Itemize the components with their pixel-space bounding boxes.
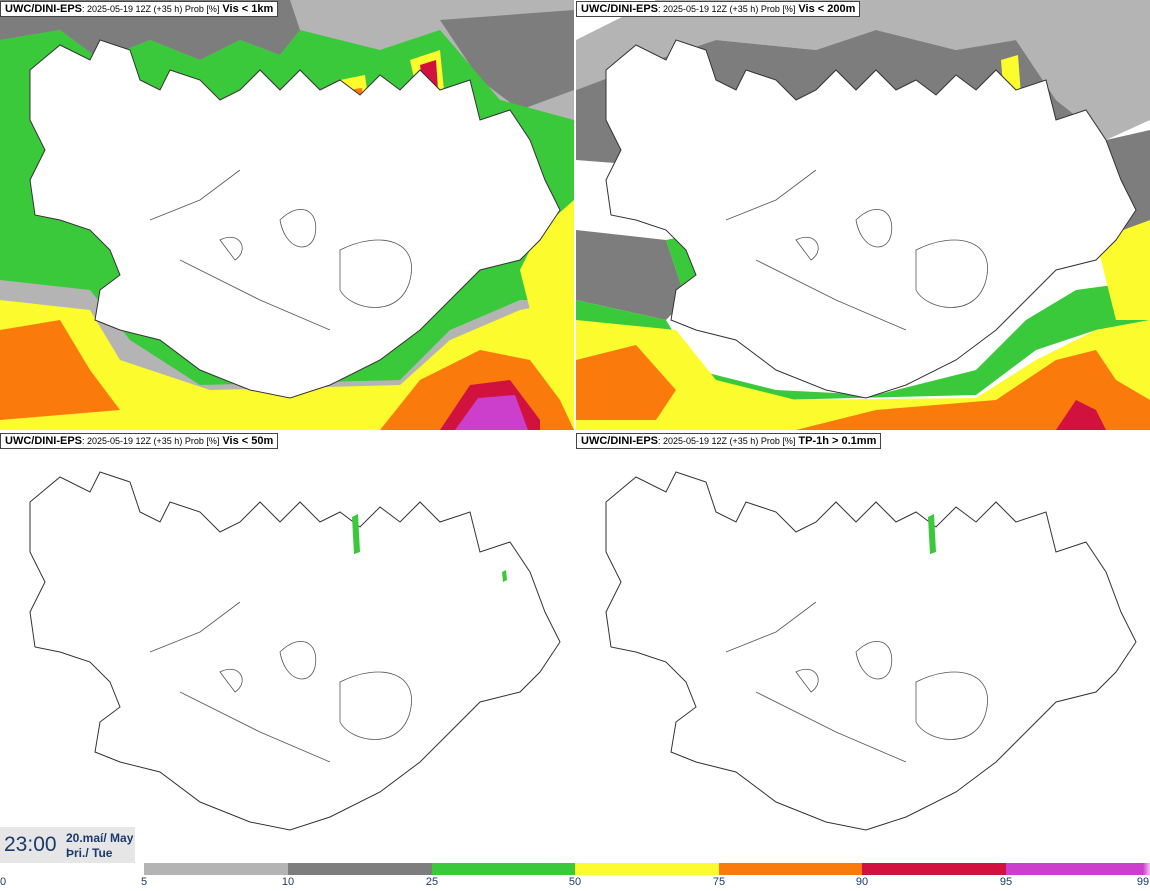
valid-weekday: Þri./ Tue xyxy=(66,846,113,860)
prob-map-vis-200m xyxy=(576,0,1150,430)
panel-title: UWC/DINI-EPS: 2025-05-19 12Z (+35 h) Pro… xyxy=(0,1,279,17)
valid-hour: 23:00 xyxy=(4,833,57,856)
valid-time-box: 23:00 20.maí/ May Þri./ Tue xyxy=(0,827,135,863)
colorbar-segment-95-99 xyxy=(1006,863,1143,875)
colorbar xyxy=(144,863,1150,875)
colorbar-segment-90-95 xyxy=(862,863,1006,875)
colorbar-segment-25-50 xyxy=(432,863,575,875)
colorbar-tick-label: 0 xyxy=(0,876,7,888)
colorbar-tick-label: 10 xyxy=(281,876,295,888)
variable-name: Vis < 1km xyxy=(222,3,274,15)
run-meta: : 2025-05-19 12Z (+35 h) Prob [%] xyxy=(82,4,220,14)
model-name: UWC/DINI-EPS xyxy=(581,3,658,15)
variable-name: TP-1h > 0.1mm xyxy=(798,435,877,447)
model-name: UWC/DINI-EPS xyxy=(5,435,82,447)
variable-name: Vis < 200m xyxy=(798,3,856,15)
run-meta: : 2025-05-19 12Z (+35 h) Prob [%] xyxy=(658,436,796,446)
run-meta: : 2025-05-19 12Z (+35 h) Prob [%] xyxy=(658,4,796,14)
prob-patch xyxy=(352,514,360,554)
colorbar-segment-75-90 xyxy=(719,863,862,875)
iceland-landmass xyxy=(605,471,1137,831)
panel-title: UWC/DINI-EPS: 2025-05-19 12Z (+35 h) Pro… xyxy=(0,433,279,449)
coast-outline xyxy=(149,601,412,763)
map-panel-vis-50m: UWC/DINI-EPS: 2025-05-19 12Z (+35 h) Pro… xyxy=(0,432,574,862)
colorbar-segment-10-25 xyxy=(288,863,432,875)
coast-outline xyxy=(149,169,412,331)
colorbar-tick-label: 95 xyxy=(999,876,1013,888)
prob-patch xyxy=(502,570,507,582)
panel-title: UWC/DINI-EPS: 2025-05-19 12Z (+35 h) Pro… xyxy=(576,433,882,449)
map-panel-tp-1h: UWC/DINI-EPS: 2025-05-19 12Z (+35 h) Pro… xyxy=(576,432,1150,862)
iceland-landmass xyxy=(29,471,561,831)
colorbar-tick-label: 25 xyxy=(425,876,439,888)
panel-divider xyxy=(0,430,1150,432)
run-meta: : 2025-05-19 12Z (+35 h) Prob [%] xyxy=(82,436,220,446)
colorbar-segment-50-75 xyxy=(575,863,719,875)
prob-map-tp-1h xyxy=(605,471,1137,831)
prob-map-vis-1km xyxy=(0,0,574,430)
map-panel-vis-200m: UWC/DINI-EPS: 2025-05-19 12Z (+35 h) Pro… xyxy=(576,0,1150,430)
model-name: UWC/DINI-EPS xyxy=(581,435,658,447)
map-panel-vis-1km: UWC/DINI-EPS: 2025-05-19 12Z (+35 h) Pro… xyxy=(0,0,574,430)
prob-patch xyxy=(928,514,936,554)
model-name: UWC/DINI-EPS xyxy=(5,3,82,15)
iceland-landmass xyxy=(29,39,561,399)
iceland-landmass xyxy=(605,39,1137,399)
prob-map-vis-50m xyxy=(29,471,561,831)
colorbar-tick-label: 99 xyxy=(1136,876,1150,888)
colorbar-tick-label: 75 xyxy=(712,876,726,888)
variable-name: Vis < 50m xyxy=(222,435,274,447)
coast-outline xyxy=(725,601,988,763)
colorbar-tick-label: 5 xyxy=(140,876,148,888)
valid-date: 20.maí/ May xyxy=(66,831,134,845)
colorbar-segment-5-10 xyxy=(144,863,288,875)
colorbar-tick-label: 90 xyxy=(855,876,869,888)
colorbar-tick-label: 50 xyxy=(568,876,582,888)
coast-outline xyxy=(725,169,988,331)
panel-title: UWC/DINI-EPS: 2025-05-19 12Z (+35 h) Pro… xyxy=(576,1,861,17)
colorbar-segment-99-100 xyxy=(1143,863,1150,875)
